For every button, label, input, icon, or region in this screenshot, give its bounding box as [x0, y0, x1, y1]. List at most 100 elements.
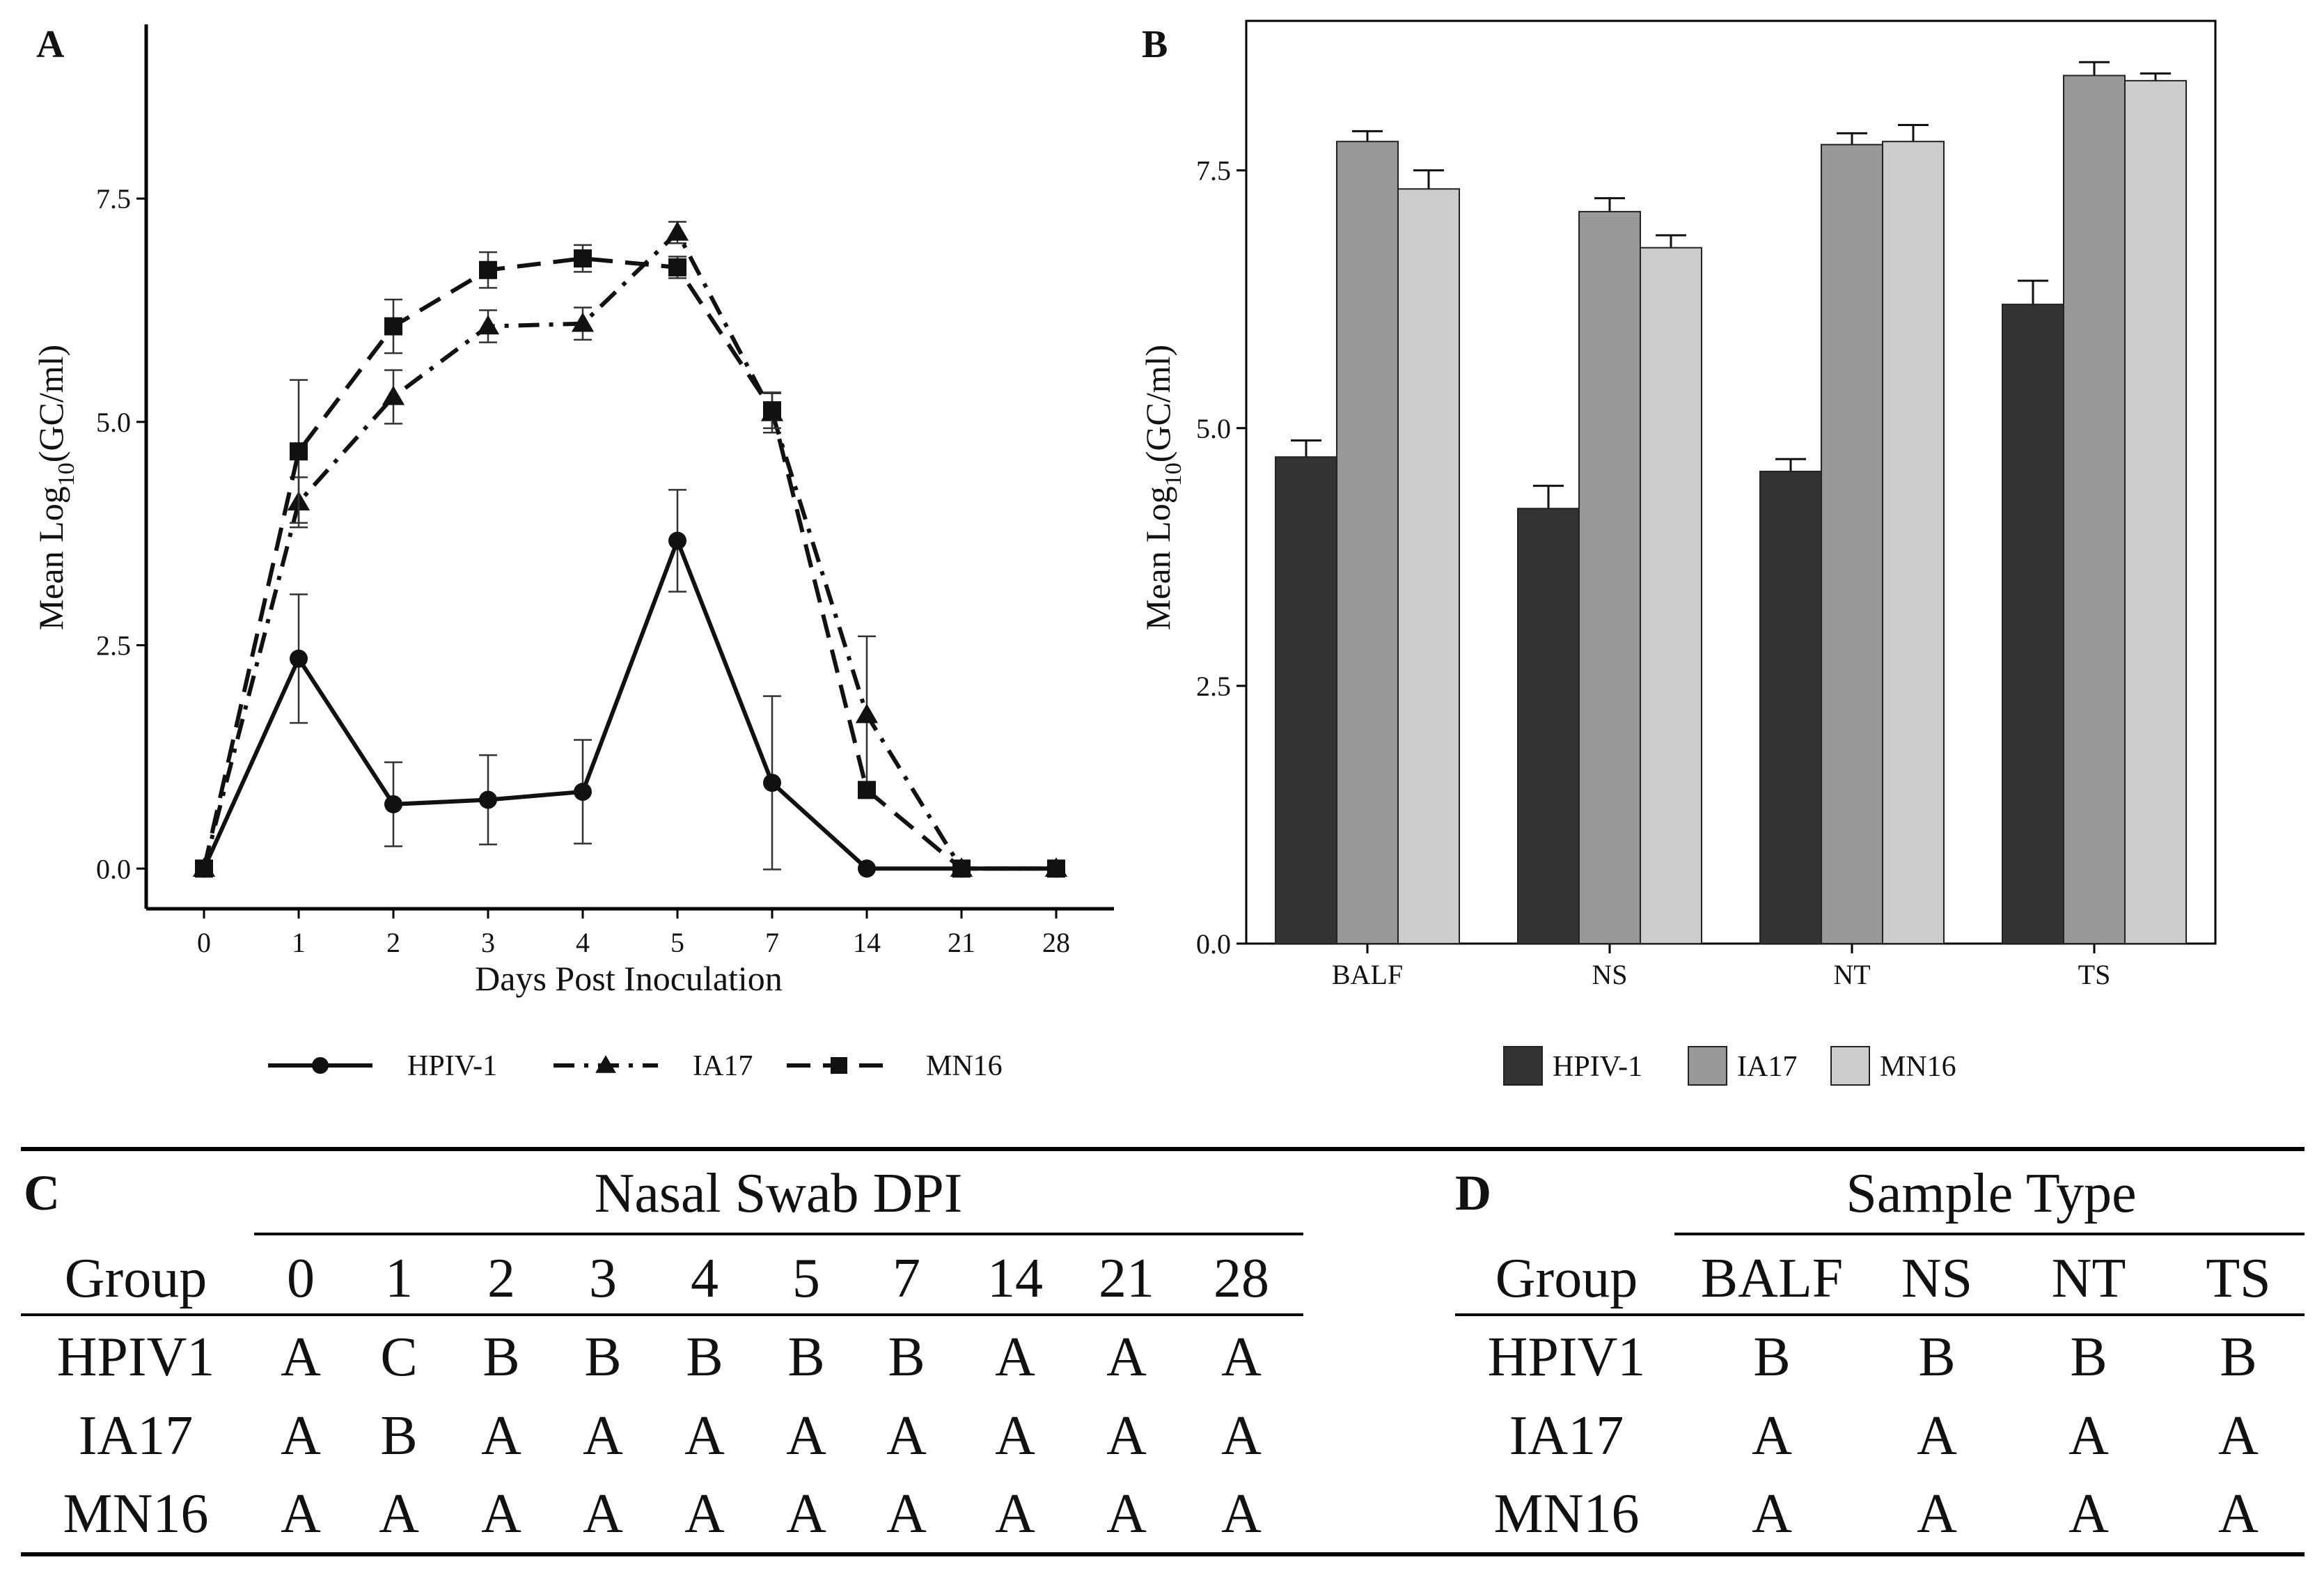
table-c-cell: B	[888, 1327, 925, 1388]
panel-a-y-tick-label: 7.5	[96, 183, 131, 214]
table-c-cell: A	[281, 1483, 321, 1545]
panel-a-x-tick-label: 7	[765, 927, 779, 958]
panel-b-y-tick-label: 7.5	[1196, 155, 1231, 187]
table-c: C Nasal Swab DPI Group 0 1 2 3 4 5 7 14 21 28 HPIV1…	[21, 1163, 1303, 1545]
panel-b-legend-label: HPIV-1	[1553, 1051, 1642, 1083]
table-c-cell: A	[886, 1483, 927, 1545]
table-d-group-cell: HPIV1	[1488, 1327, 1646, 1388]
table-c-column-header: 5	[792, 1248, 820, 1309]
table-c-row: MN16 A A A A A A A A A A	[63, 1483, 1262, 1545]
panel-b-legend-item-hpiv-1: HPIV-1	[1503, 1046, 1642, 1086]
table-c-column-header: 28	[1214, 1248, 1269, 1309]
table-c-group-cell: HPIV1	[57, 1327, 215, 1388]
panel-b-bar-mn16	[1397, 188, 1460, 944]
panel-a-data-point	[476, 315, 500, 335]
panel-a-data-point	[382, 385, 405, 405]
panel-b-legend-swatch	[1503, 1046, 1543, 1086]
table-d-cell: A	[1917, 1483, 1957, 1545]
panel-b-legend: HPIV-1 IA17 MN16	[1503, 1046, 1956, 1086]
panel-a-series	[192, 221, 1068, 878]
panel-b-x-tick-label: NT	[1833, 959, 1870, 990]
table-d-column-header: NT	[2052, 1248, 2126, 1309]
table-c-cell: A	[684, 1483, 725, 1545]
panel-a-x-tick-label: 2	[386, 927, 400, 958]
table-c-cell: A	[1106, 1327, 1147, 1388]
panel-a-data-point	[384, 317, 402, 336]
panel-b-legend-label: MN16	[1880, 1051, 1956, 1083]
panel-a-legend-marker	[831, 1057, 847, 1074]
panel-a-legend-label: HPIV-1	[407, 1050, 497, 1082]
panel-b-x-tick-label: BALF	[1332, 959, 1403, 990]
table-c-cell: A	[583, 1483, 623, 1545]
table-d-row: IA17 A A A A	[1509, 1405, 2259, 1467]
table-d-letter: D	[1455, 1165, 1491, 1221]
table-d-row: MN16 A A A A	[1494, 1483, 2259, 1545]
panel-b-bar-ia17	[2063, 75, 2126, 944]
panel-a-letter: A	[36, 23, 65, 66]
panel-a-legend: HPIV-1 IA17 MN16	[268, 1050, 1003, 1082]
panel-b-legend-label: IA17	[1737, 1051, 1797, 1083]
panel-a-x-tick-label: 14	[853, 927, 881, 958]
table-c-cell: A	[995, 1483, 1035, 1545]
panel-b-bar-chart: B 0.0 2.5 5.0 7.5 BALF NS NT TS Mean Log10(GC/m…	[1138, 19, 2217, 1086]
table-c-column-header: 7	[893, 1248, 920, 1309]
panel-a-legend-item-ia17: IA17	[553, 1050, 753, 1082]
table-c-column-header: 4	[691, 1248, 719, 1309]
panel-a-data-point	[668, 258, 686, 276]
panel-b-x-tick-label: TS	[2078, 959, 2111, 990]
table-c-cell: A	[1106, 1483, 1147, 1545]
panel-a-x-tick-label: 5	[670, 927, 684, 958]
table-c-cell: A	[786, 1405, 826, 1467]
panel-b-legend-swatch	[1688, 1046, 1727, 1086]
panel-b-bars	[1275, 61, 2187, 945]
table-c-cell: A	[281, 1327, 321, 1388]
table-d-cell: B	[1918, 1327, 1955, 1388]
panel-a-y-tick-label: 2.5	[96, 630, 131, 662]
panel-b-legend-item-ia17: IA17	[1688, 1046, 1797, 1086]
panel-a-series-hpiv-1	[195, 489, 1065, 878]
panel-a-data-point	[574, 782, 592, 801]
table-c-cell: B	[482, 1327, 519, 1388]
panel-b-y-tick-label: 5.0	[1196, 413, 1231, 444]
table-c-cell: A	[995, 1405, 1035, 1467]
panel-a-x-tick-label: 1	[292, 927, 306, 958]
panel-b-bar-hpiv-1	[1759, 470, 1822, 944]
panel-a-legend-marker	[595, 1055, 616, 1073]
panel-b-legend-swatch	[1830, 1046, 1870, 1086]
panel-a-series-line	[202, 535, 1056, 871]
panel-b-bar-ia17	[1578, 210, 1641, 944]
table-c-cell: A	[481, 1405, 521, 1467]
panel-a-x-tick-label: 3	[481, 927, 495, 958]
table-c-cell: A	[995, 1327, 1035, 1388]
table-d-group-cell: IA17	[1509, 1405, 1624, 1467]
table-c-column-header: 3	[589, 1248, 617, 1309]
table-c-column-header: 1	[385, 1248, 413, 1309]
panel-a-data-point	[666, 221, 689, 241]
panel-b-letter: B	[1142, 23, 1168, 66]
table-c-cell: A	[886, 1405, 927, 1467]
table-d-column-header: BALF	[1701, 1248, 1844, 1309]
table-d-cell: B	[1753, 1327, 1790, 1388]
panel-a-x-tick-label: 4	[576, 927, 590, 958]
panel-b-plot-border	[1245, 19, 2217, 945]
table-c-cell: B	[686, 1327, 723, 1388]
table-d-cell: A	[2068, 1483, 2109, 1545]
panel-b-bar-ia17	[1336, 141, 1399, 945]
table-c-cell: B	[787, 1327, 824, 1388]
table-d-cell: A	[1917, 1405, 1957, 1467]
table-d-cell: B	[2220, 1327, 2256, 1388]
table-c-cell: A	[583, 1405, 623, 1467]
panel-a-series-mn16	[195, 244, 1065, 878]
panel-a-data-point	[290, 649, 308, 668]
panel-b-axes: 0.0 2.5 5.0 7.5 BALF NS NT TS	[1196, 19, 2217, 990]
table-c-cell: A	[379, 1483, 419, 1545]
table-d-group-cell: MN16	[1494, 1483, 1640, 1545]
panel-a-data-point	[479, 260, 497, 279]
table-c-letter: C	[24, 1165, 60, 1221]
panel-a-data-point	[855, 703, 879, 724]
table-d: D Sample Type Group BALF NS NT TS HPIV1 B B B B IA…	[1455, 1163, 2305, 1545]
table-c-column-header: 14	[987, 1248, 1043, 1309]
